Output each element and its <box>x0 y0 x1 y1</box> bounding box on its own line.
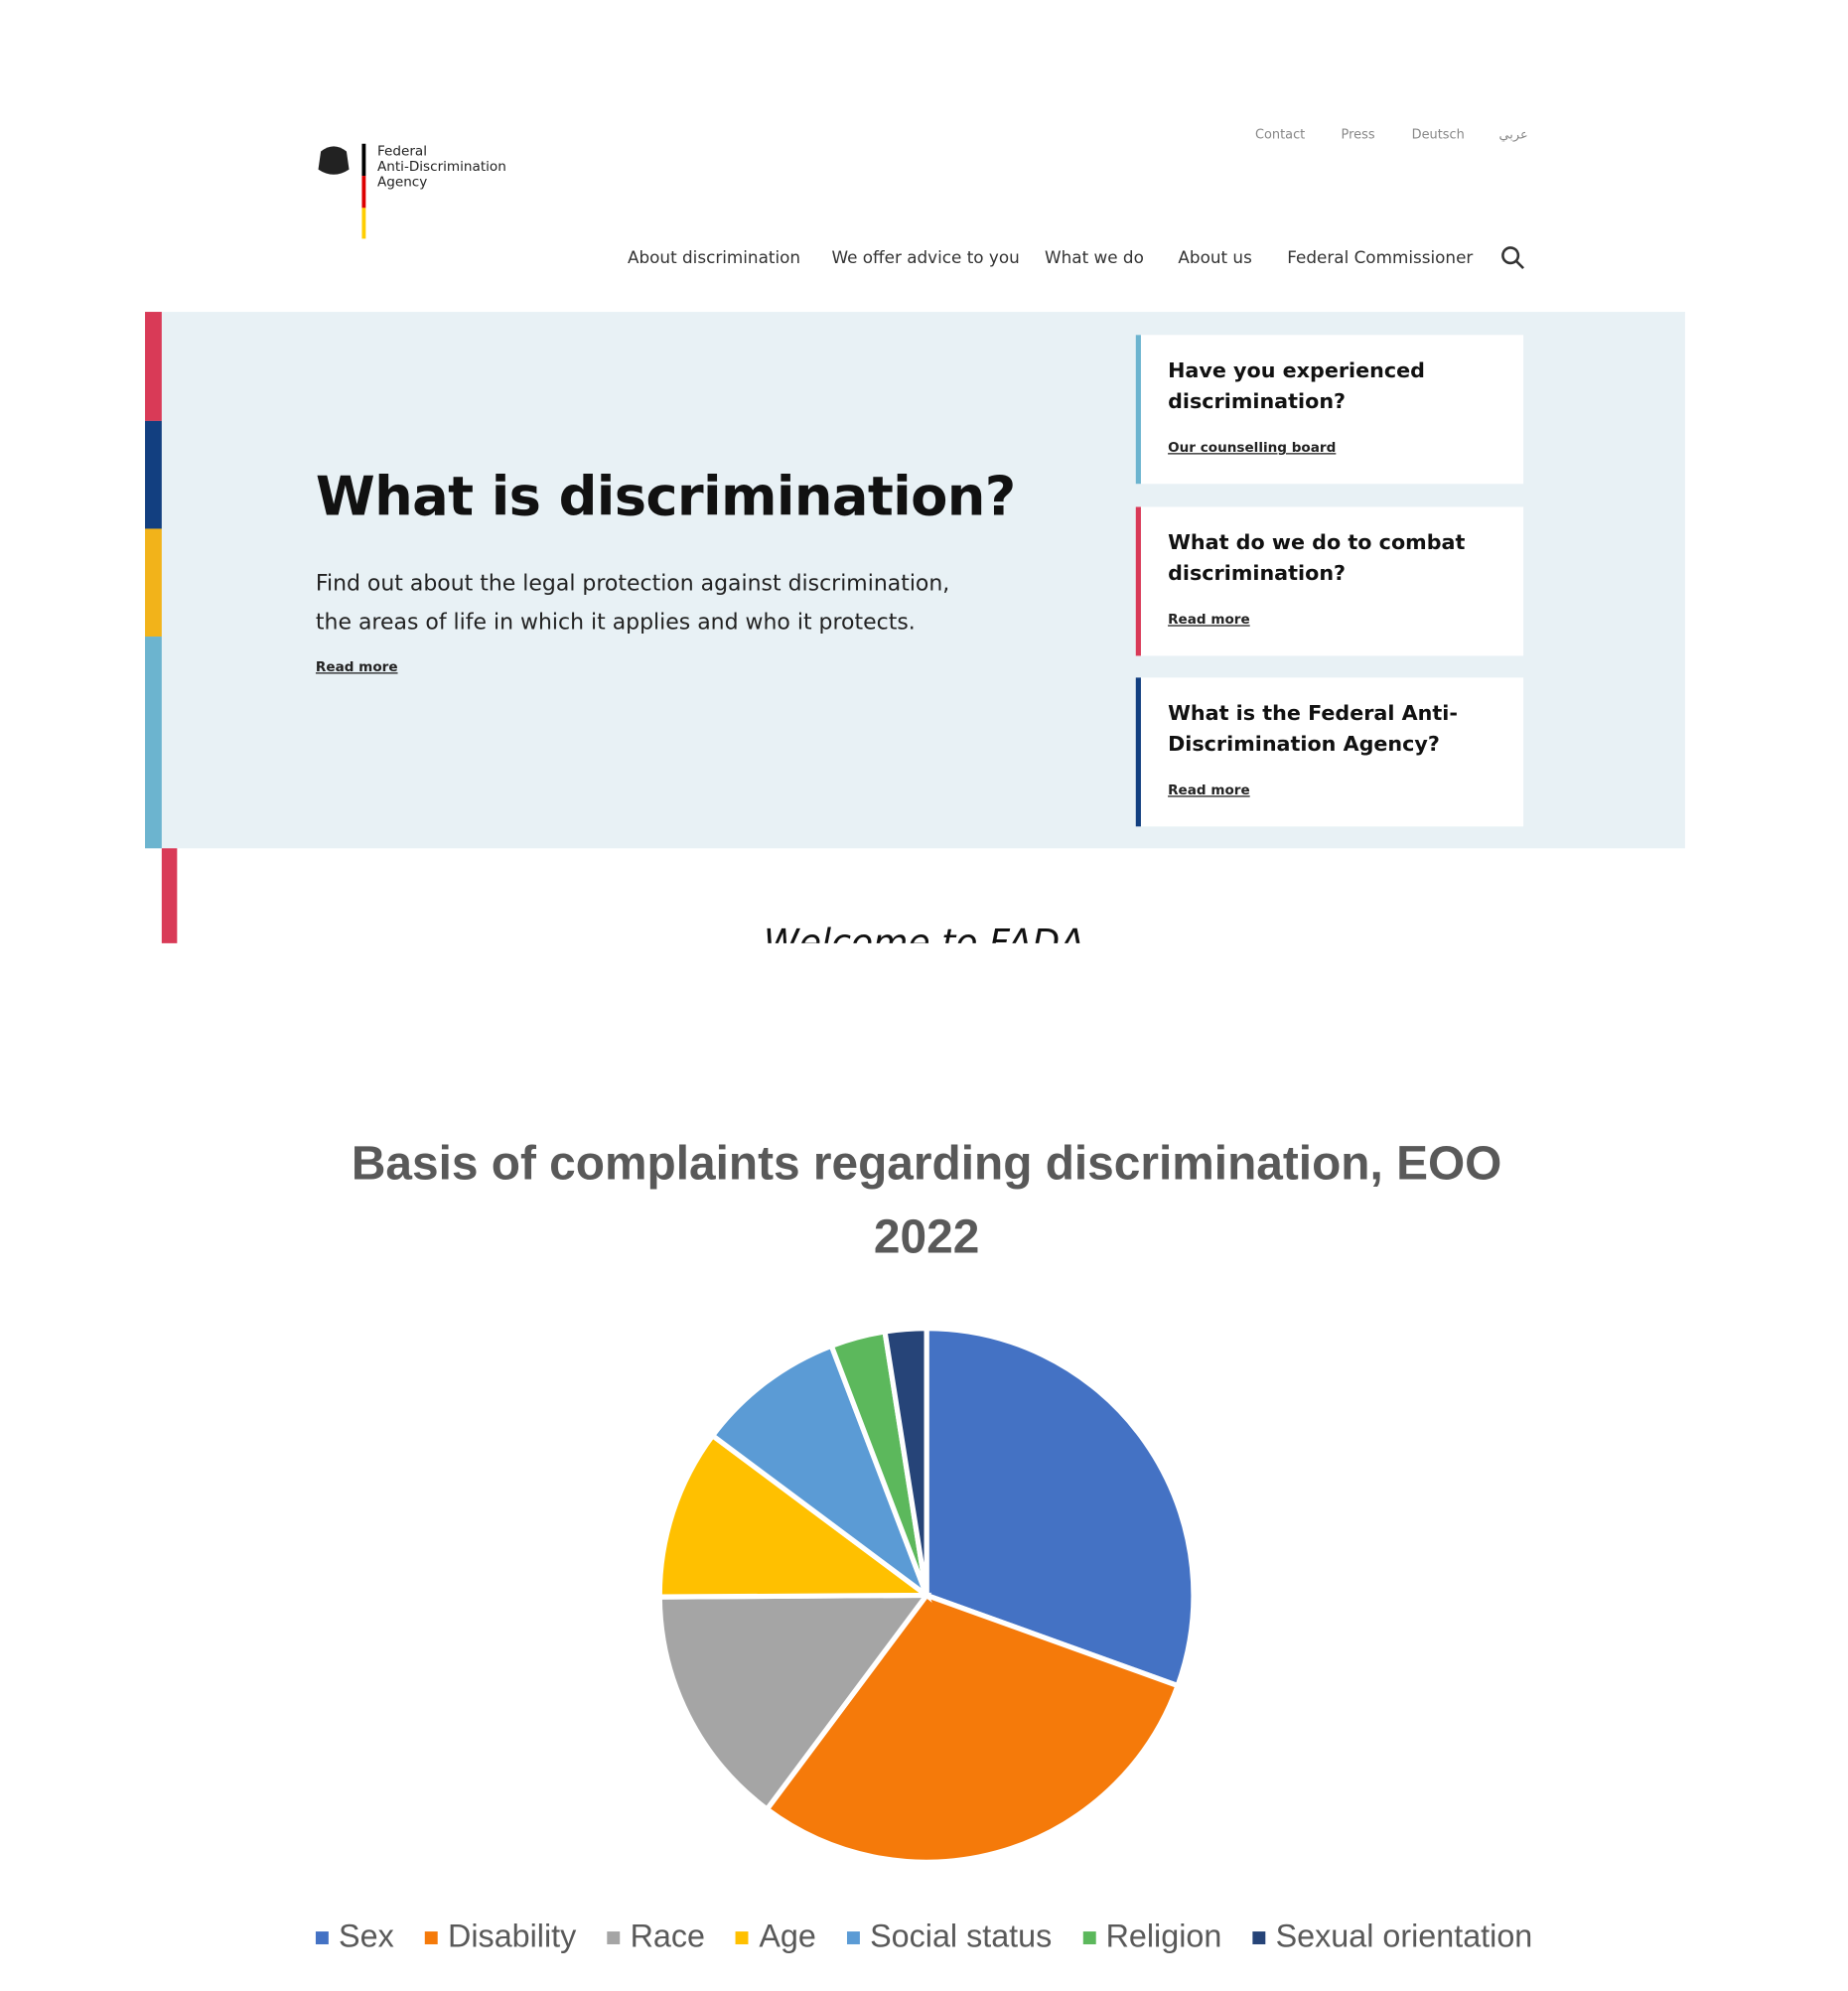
legend-label: Disability <box>448 1919 576 1955</box>
search-icon[interactable] <box>1500 245 1526 271</box>
hero-title: What is discrimination? <box>316 465 1016 527</box>
legend-label: Sex <box>339 1919 394 1955</box>
top-link[interactable]: Deutsch <box>1412 128 1465 142</box>
card-title: What is the Federal Anti-Discrimination … <box>1168 698 1501 760</box>
legend-label: Religion <box>1106 1919 1222 1955</box>
legend-label: Social status <box>870 1919 1052 1955</box>
logo-text: Federal Anti-Discrimination Agency <box>377 144 506 191</box>
legend-swatch <box>847 1930 860 1943</box>
nav-item[interactable]: About discrimination <box>628 249 800 268</box>
legend-item: Sex <box>316 1919 394 1955</box>
card-link[interactable]: Our counselling board <box>1168 440 1336 456</box>
nav-item[interactable]: About us <box>1178 249 1251 268</box>
nav-item[interactable]: Federal Commissioner <box>1287 249 1473 268</box>
legend-label: Sexual orientation <box>1276 1919 1533 1955</box>
legend-label: Age <box>759 1919 815 1955</box>
website-screenshot: Federal Anti-Discrimination Agency Conta… <box>0 0 1848 943</box>
logo-line: Federal <box>377 144 506 160</box>
card-title: Have you experienced discrimination? <box>1168 356 1501 417</box>
legend-item: Disability <box>425 1919 577 1955</box>
legend: Sex Disability Race Age Social status Religio… <box>0 1919 1848 1955</box>
legend-swatch <box>316 1930 329 1943</box>
card[interactable]: Have you experienced discrimination? Our… <box>1136 335 1523 484</box>
stripe <box>145 528 162 637</box>
legend-item: Age <box>736 1919 816 1955</box>
logo-line: Agency <box>377 175 506 191</box>
legend-swatch <box>1252 1930 1265 1943</box>
legend-item: Race <box>607 1919 705 1955</box>
legend-label: Race <box>631 1919 705 1955</box>
legend-item: Religion <box>1082 1919 1221 1955</box>
top-link[interactable]: Contact <box>1255 128 1305 142</box>
stage: Federal Anti-Discrimination Agency Conta… <box>0 0 1848 1991</box>
card-title: What do we do to combat discrimination? <box>1168 527 1501 589</box>
legend-item: Social status <box>847 1919 1052 1955</box>
pie-chart <box>0 1283 1848 1899</box>
welcome-heading: Welcome to FADA <box>0 922 1848 943</box>
stripe <box>145 421 162 529</box>
card-link[interactable]: Read more <box>1168 612 1250 628</box>
card-link[interactable]: Read more <box>1168 782 1250 798</box>
stripe <box>145 312 162 421</box>
nav-item[interactable]: We offer advice to you <box>831 249 1019 268</box>
stripe <box>145 637 162 848</box>
chart-title: Basis of complaints regarding discrimina… <box>350 1127 1504 1273</box>
legend-item: Sexual orientation <box>1252 1919 1532 1955</box>
logo-line: Anti-Discrimination <box>377 159 506 175</box>
legend-swatch <box>1082 1930 1095 1943</box>
legend-swatch <box>607 1930 620 1943</box>
top-link[interactable]: عربي <box>1499 128 1528 142</box>
legend-swatch <box>425 1930 438 1943</box>
top-link[interactable]: Press <box>1342 128 1375 142</box>
nav-item[interactable]: What we do <box>1045 249 1144 268</box>
logo-emblem <box>316 141 372 243</box>
card[interactable]: What do we do to combat discrimination? … <box>1136 506 1523 655</box>
page: {"header": {"logo_text": ["Federal", "An… <box>0 0 1848 1991</box>
hero-text: Find out about the legal protection agai… <box>316 565 983 642</box>
hero-link[interactable]: Read more <box>316 659 398 675</box>
card[interactable]: What is the Federal Anti-Discrimination … <box>1136 677 1523 826</box>
legend-swatch <box>736 1930 749 1943</box>
